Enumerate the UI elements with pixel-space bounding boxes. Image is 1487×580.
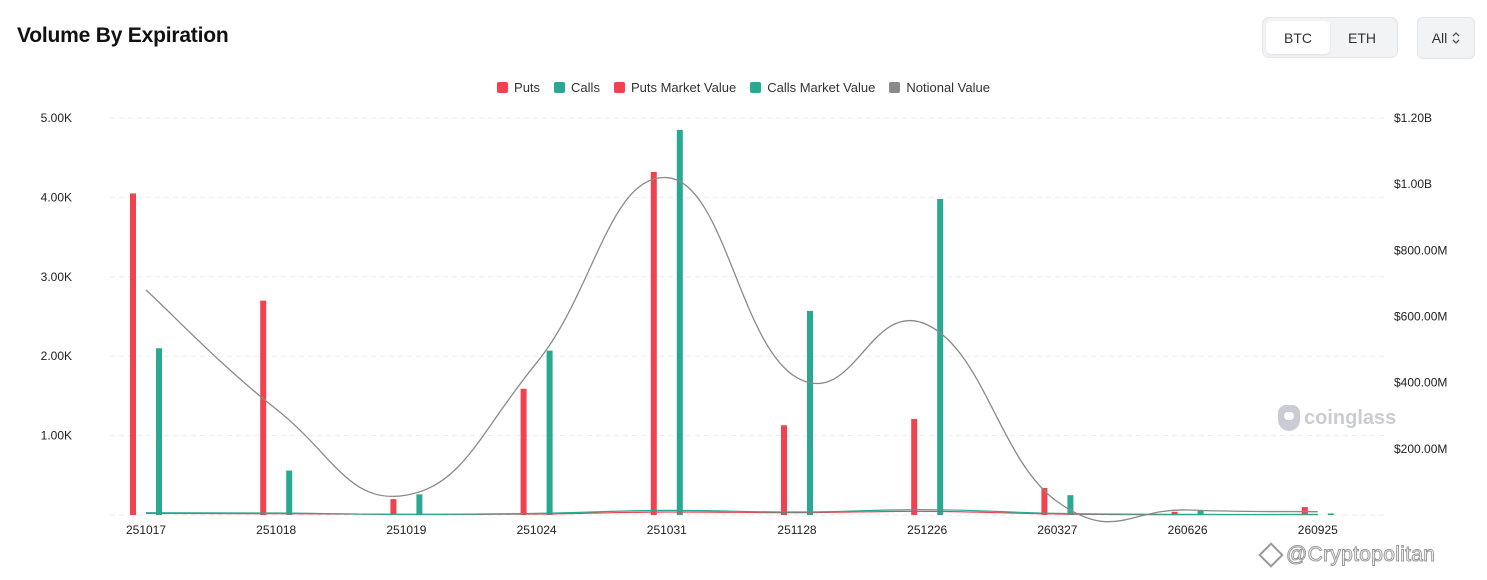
right-axis-tick-label: $200.00M xyxy=(1394,442,1447,456)
puts-bar xyxy=(520,388,527,515)
asset-toggle: BTC ETH xyxy=(1262,17,1398,58)
x-axis-tick-label: 251031 xyxy=(647,523,687,537)
calls-bar xyxy=(286,470,293,515)
cryptopolitan-logo-icon xyxy=(1258,542,1284,568)
legend-swatch-notional-value xyxy=(889,82,901,93)
legend-label-calls-market-value: Calls Market Value xyxy=(767,80,876,95)
x-axis-tick-label: 251226 xyxy=(907,523,947,537)
left-axis-tick-label: 5.00K xyxy=(41,111,72,125)
expiry-filter-select[interactable]: All xyxy=(1417,17,1475,59)
x-axis-tick-label: 260327 xyxy=(1037,523,1077,537)
left-axis-tick-label: 3.00K xyxy=(41,270,72,284)
puts-bar xyxy=(260,300,267,515)
eth-tab[interactable]: ETH xyxy=(1348,29,1376,46)
legend-label-puts-market-value: Puts Market Value xyxy=(630,80,737,95)
notional-value-line xyxy=(145,176,1318,523)
legend-label-puts: Puts xyxy=(514,80,541,95)
puts-bar xyxy=(650,171,657,515)
legend-swatch-puts xyxy=(497,82,509,93)
right-axis-tick-label: $600.00M xyxy=(1394,310,1447,324)
watermark-text: coinglass xyxy=(1304,406,1397,429)
x-axis-tick-label: 251128 xyxy=(777,523,816,537)
calls-bar xyxy=(1197,510,1204,515)
right-axis-tick-label: $400.00M xyxy=(1394,376,1447,390)
credit-text: @Cryptopolitan xyxy=(1285,543,1436,567)
x-axis-tick-label: 260626 xyxy=(1168,523,1208,537)
calls-bar xyxy=(937,198,944,515)
puts-bar xyxy=(130,193,136,515)
legend-label-calls: Calls xyxy=(571,80,600,95)
puts-bar xyxy=(911,418,918,515)
calls-bar xyxy=(156,348,162,515)
left-axis-tick-label: 1.00K xyxy=(41,429,72,443)
legend-item-puts[interactable]: Puts xyxy=(497,80,540,95)
calls-bar xyxy=(1327,513,1334,515)
coinglass-watermark: coinglass xyxy=(1278,405,1396,431)
legend-item-puts-market-value[interactable]: Puts Market Value xyxy=(613,80,737,95)
calls-bar xyxy=(546,350,553,515)
calls-bar xyxy=(807,310,813,515)
puts-bar xyxy=(1171,511,1178,515)
legend-label-notional-value: Notional Value xyxy=(906,80,990,95)
legend-swatch-calls xyxy=(554,82,566,93)
x-axis-tick-label: 251017 xyxy=(126,523,166,537)
left-axis-tick-label: 4.00K xyxy=(41,190,72,204)
x-axis-tick-label: 260925 xyxy=(1298,523,1338,537)
x-axis-tick-label: 251018 xyxy=(256,523,296,537)
legend-item-calls[interactable]: Calls xyxy=(554,80,600,95)
puts-bar xyxy=(1041,488,1048,515)
expiry-filter-value: All xyxy=(1431,30,1448,46)
left-axis-tick-label: 2.00K xyxy=(41,349,72,363)
right-axis-tick-label: $800.00M xyxy=(1394,243,1447,257)
puts-bar xyxy=(390,499,397,515)
coinglass-logo-icon xyxy=(1278,405,1300,431)
calls-bar xyxy=(416,494,423,515)
source-credit: @Cryptopolitan xyxy=(1258,542,1436,568)
btc-tab[interactable]: BTC xyxy=(1266,21,1330,54)
puts-bar xyxy=(781,425,787,515)
page-title: Volume By Expiration xyxy=(17,24,229,47)
calls-bar xyxy=(1067,495,1074,515)
x-axis-tick-label: 251024 xyxy=(517,523,557,537)
x-axis-tick-label: 251019 xyxy=(386,523,426,537)
right-axis-tick-label: $1.20B xyxy=(1394,111,1432,125)
calls-market-value-line xyxy=(145,509,1318,516)
chevron-up-down-icon xyxy=(1452,31,1460,45)
legend-swatch-calls-market-value xyxy=(750,82,762,93)
right-axis-tick-label: $1.00B xyxy=(1394,177,1432,191)
legend-item-calls-market-value[interactable]: Calls Market Value xyxy=(750,80,875,95)
legend-swatch-puts-market-value xyxy=(613,82,625,93)
chart-legend: Puts Calls Puts Market Value Calls Marke… xyxy=(0,80,1487,95)
legend-item-notional-value[interactable]: Notional Value xyxy=(889,80,990,95)
calls-bar xyxy=(676,129,683,515)
